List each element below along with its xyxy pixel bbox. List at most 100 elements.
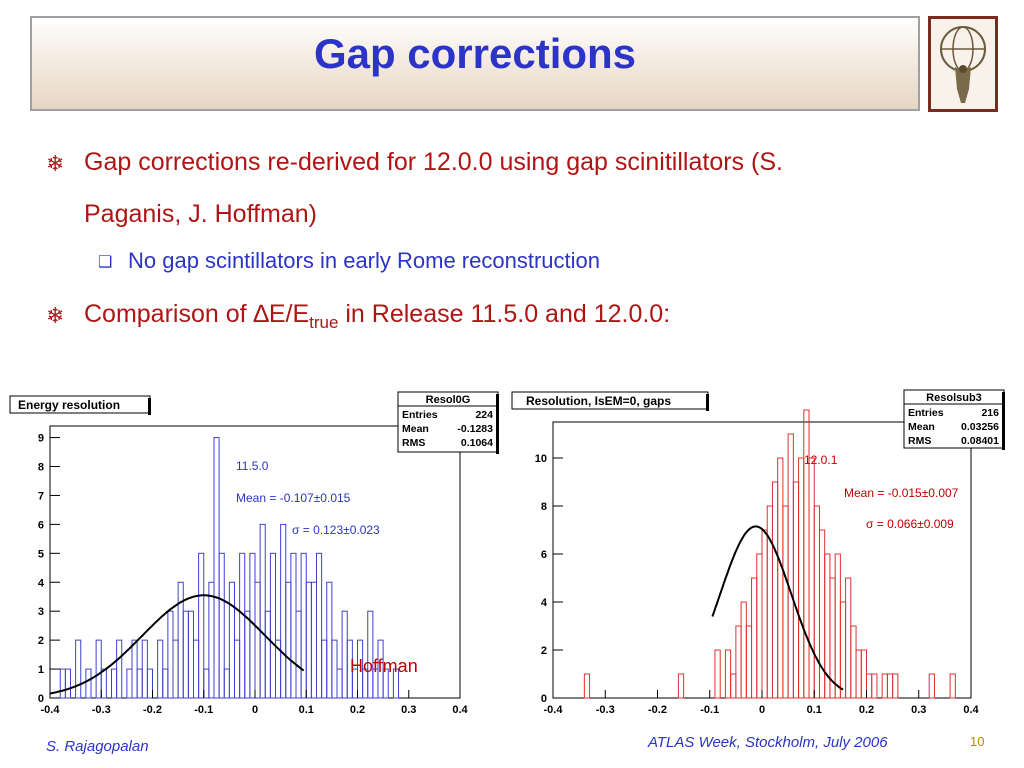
stats-value-entries: 216 xyxy=(981,407,999,419)
stats-value-mean: 0.03256 xyxy=(961,421,999,433)
y-tick-label: 8 xyxy=(541,501,547,513)
bullet-1-line-1: Gap corrections re-derived for 12.0.0 us… xyxy=(84,148,783,176)
histogram-bin xyxy=(269,552,276,699)
bullet-2-subscript: true xyxy=(309,313,339,332)
histogram-bin xyxy=(892,673,899,699)
y-tick-label: 9 xyxy=(38,433,44,445)
histogram-bin xyxy=(928,673,935,699)
bullet-list: ❄ Gap corrections re-derived for 12.0.0 … xyxy=(0,0,1024,360)
stats-label-rms: RMS xyxy=(402,437,425,449)
histogram-bin xyxy=(116,639,123,699)
histogram-right: 0 2 4 6 8 10 -0.4 -0.3 -0.2 -0.1 0 0.1 0.2 0.3 0.4 Re… xyxy=(508,388,1016,728)
stats-label-entries: Entries xyxy=(402,409,438,421)
x-tick-label: 0.4 xyxy=(963,704,979,716)
x-tick-label: -0.2 xyxy=(143,704,162,716)
x-tick-label: 0.2 xyxy=(859,704,874,716)
annotation-author: Hoffman xyxy=(350,656,418,676)
y-tick-label: 6 xyxy=(541,549,547,561)
y-tick-label: 5 xyxy=(38,548,44,560)
x-tick-label: 0.1 xyxy=(299,704,314,716)
square-bullet-icon: ❑ xyxy=(98,254,113,271)
histogram-bin xyxy=(382,668,389,699)
histogram-bin xyxy=(871,673,878,699)
histogram-left: 0 1 2 3 4 5 6 7 8 9 -0.4 -0.3 -0.2 -0.1 0 0.1 0.2 0.3 0.4… xyxy=(2,388,504,728)
histogram-bin xyxy=(367,610,374,699)
histogram-bin xyxy=(85,668,92,699)
histogram-bin xyxy=(146,668,153,699)
histogram-bin xyxy=(198,552,205,699)
bullet-1-line-2: Paganis, J. Hoffman) xyxy=(84,200,317,228)
stats-value-mean: -0.1283 xyxy=(457,423,493,435)
stats-value-rms: 0.08401 xyxy=(961,435,999,447)
annotation-release: 12.0.1 xyxy=(804,453,838,467)
stats-label-mean: Mean xyxy=(402,423,429,435)
y-tick-label: 2 xyxy=(38,635,44,647)
annotation-release: 11.5.0 xyxy=(236,459,269,473)
histogram-bin xyxy=(316,552,323,699)
x-tick-label: -0.3 xyxy=(596,704,615,716)
histogram-bin xyxy=(714,649,721,699)
stats-name: Resolsub3 xyxy=(926,392,982,404)
footer-author: S. Rajagopalan xyxy=(46,738,149,755)
x-tick-label: -0.4 xyxy=(41,704,61,716)
y-tick-label: 3 xyxy=(38,606,44,618)
y-tick-label: 1 xyxy=(38,664,44,676)
stats-label-mean: Mean xyxy=(908,421,935,433)
slide-title: Gap corrections xyxy=(313,30,637,77)
histogram-bin xyxy=(392,668,399,699)
y-tick-label: 2 xyxy=(541,645,547,657)
stats-box xyxy=(903,389,1005,449)
x-tick-label: 0.4 xyxy=(452,704,468,716)
x-tick-label: 0.3 xyxy=(911,704,926,716)
x-tick-label: -0.1 xyxy=(194,704,213,716)
y-tick-label: 0 xyxy=(38,693,44,705)
atlas-logo xyxy=(928,16,998,112)
sub-bullet-1: No gap scintillators in early Rome recon… xyxy=(128,248,600,273)
y-tick-label: 4 xyxy=(541,597,548,609)
atlas-statue-icon xyxy=(940,26,986,103)
y-tick-label: 8 xyxy=(38,462,44,474)
x-tick-label: 0.1 xyxy=(807,704,822,716)
chart-title: Energy resolution xyxy=(18,398,120,412)
bullet-2-e: E/E xyxy=(268,300,310,328)
x-tick-label: -0.4 xyxy=(544,704,564,716)
histogram-bin xyxy=(677,673,685,699)
x-tick-label: -0.1 xyxy=(700,704,719,716)
x-tick-label: -0.3 xyxy=(92,704,111,716)
page-number: 10 xyxy=(970,734,985,749)
histogram-bin xyxy=(218,552,225,699)
snowflake-icon: ❄ xyxy=(46,303,65,328)
x-tick-label: -0.2 xyxy=(648,704,667,716)
bullet-2-post: in Release 11.5.0 and 12.0.0: xyxy=(338,300,671,328)
y-tick-label: 7 xyxy=(38,490,44,502)
histogram-bin xyxy=(75,639,82,699)
stats-value-rms: 0.1064 xyxy=(461,437,493,449)
annotation-sigma: σ = 0.123±0.023 xyxy=(292,523,380,537)
gaussian-fit-curve xyxy=(49,594,305,695)
snowflake-icon: ❄ xyxy=(46,151,65,176)
annotation-mean: Mean = -0.107±0.015 xyxy=(236,491,351,505)
delta-symbol: ∆ xyxy=(253,300,269,328)
histogram-bin xyxy=(100,668,107,699)
chart-title: Resolution, IsEM=0, gaps xyxy=(526,394,671,408)
y-tick-label: 4 xyxy=(38,577,45,589)
histogram-bin xyxy=(949,673,956,699)
y-tick-label: 0 xyxy=(541,693,547,705)
y-tick-label: 6 xyxy=(38,519,44,531)
bullet-2: Comparison of ∆E/Etrue in Release 11.5.0… xyxy=(84,300,670,333)
y-tick-label: 10 xyxy=(535,453,547,465)
stats-label-rms: RMS xyxy=(908,435,931,447)
gaussian-fit-curve xyxy=(711,525,844,691)
stats-label-entries: Entries xyxy=(908,407,944,419)
title-banner xyxy=(30,16,920,111)
histogram-bin xyxy=(583,673,591,699)
x-tick-label: 0.2 xyxy=(350,704,365,716)
annotation-mean: Mean = -0.015±0.007 xyxy=(844,486,959,500)
x-tick-label: 0 xyxy=(759,704,765,716)
x-tick-label: 0 xyxy=(252,704,258,716)
bullet-2-pre: Comparison of xyxy=(84,300,254,328)
histogram-bin xyxy=(64,668,71,699)
annotation-sigma: σ = 0.066±0.009 xyxy=(866,517,954,531)
stats-name: Resol0G xyxy=(426,394,471,406)
x-tick-label: 0.3 xyxy=(401,704,416,716)
